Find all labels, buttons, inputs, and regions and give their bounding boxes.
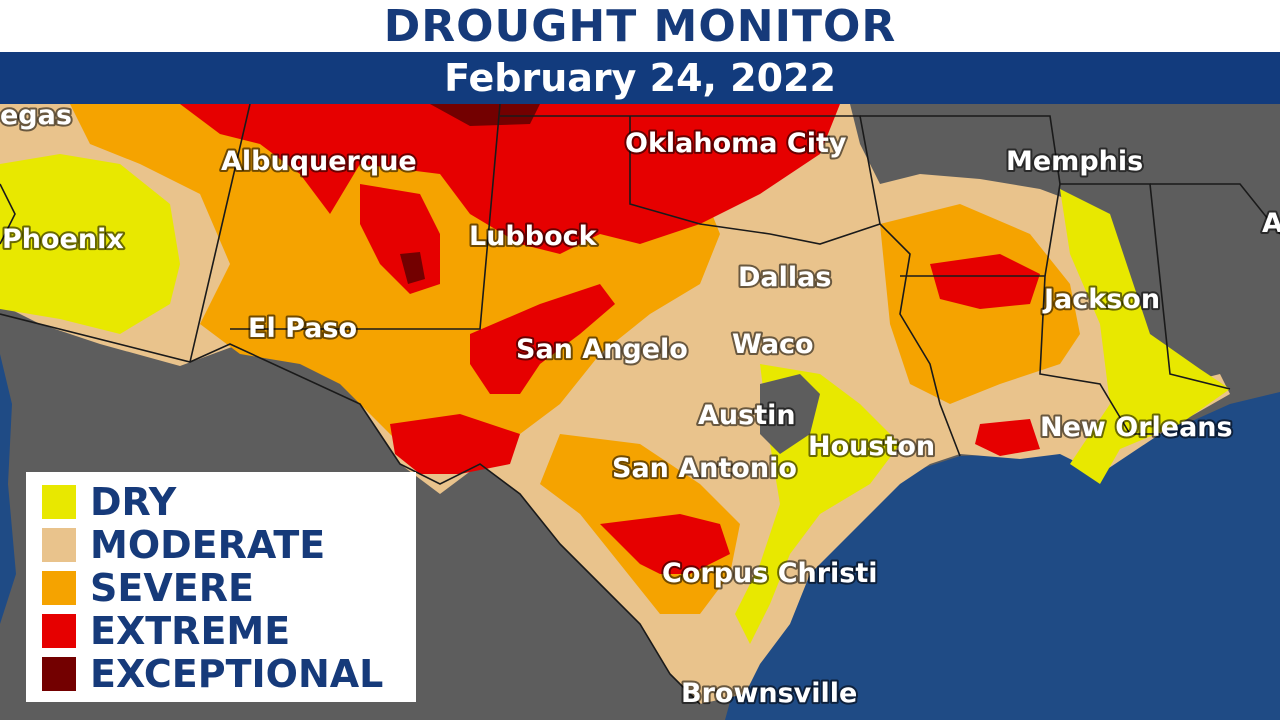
legend-label-exceptional: EXCEPTIONAL (90, 651, 384, 696)
legend-item-dry: DRY (42, 480, 404, 523)
legend-swatch-severe (42, 570, 76, 605)
legend-item-exceptional: EXCEPTIONAL (42, 652, 404, 695)
city-label-el-paso: El Paso (248, 313, 357, 344)
legend-swatch-moderate (42, 527, 76, 562)
dry-region-east (1060, 189, 1230, 484)
city-label-a: A (1262, 208, 1280, 239)
city-label-houston: Houston (808, 431, 935, 462)
extreme-region-south (600, 514, 730, 574)
legend-label-dry: DRY (90, 479, 177, 524)
legend-item-extreme: EXTREME (42, 609, 404, 652)
city-label-austin: Austin (698, 400, 796, 431)
state-borders (0, 104, 1280, 705)
city-label-corpus-christi: Corpus Christi (662, 558, 878, 589)
extreme-region-la (930, 254, 1040, 309)
legend-swatch-dry (42, 484, 76, 519)
legend-label-severe: SEVERE (90, 565, 254, 610)
map-title: DROUGHT MONITOR (383, 0, 897, 52)
water-left (0, 354, 16, 624)
legend: DRY MODERATE SEVERE EXTREME EXCEPTIONAL (26, 472, 416, 702)
city-label-egas: egas (0, 104, 72, 131)
city-label-brownsville: Brownsville (681, 678, 857, 709)
legend-swatch-exceptional (42, 656, 76, 691)
extreme-region-big-bend (390, 414, 520, 474)
city-label-waco: Waco (732, 329, 814, 360)
city-label-dallas: Dallas (738, 262, 831, 293)
no-drought-patch (760, 374, 820, 454)
legend-item-moderate: MODERATE (42, 523, 404, 566)
city-label-oklahoma-city: Oklahoma City (625, 128, 847, 159)
exceptional-region (400, 252, 425, 284)
title-band: DROUGHT MONITOR (0, 0, 1280, 52)
legend-label-extreme: EXTREME (90, 608, 291, 653)
city-label-albuquerque: Albuquerque (221, 146, 417, 177)
city-label-new-orleans: New Orleans (1040, 412, 1233, 443)
city-label-jackson: Jackson (1042, 284, 1160, 315)
city-label-memphis: Memphis (1006, 146, 1143, 177)
extreme-region-coast (975, 419, 1040, 456)
city-label-san-angelo: San Angelo (516, 334, 688, 365)
legend-item-severe: SEVERE (42, 566, 404, 609)
city-label-phoenix: Phoenix (2, 224, 124, 255)
city-label-san-antonio: San Antonio (612, 453, 797, 484)
date-band: February 24, 2022 (0, 52, 1280, 104)
dry-region-west (0, 154, 180, 334)
map-date: February 24, 2022 (444, 56, 836, 100)
extreme-region-center (470, 284, 615, 394)
legend-label-moderate: MODERATE (90, 522, 326, 567)
exceptional-region-north (430, 104, 540, 126)
legend-swatch-extreme (42, 613, 76, 648)
city-label-lubbock: Lubbock (469, 221, 598, 252)
